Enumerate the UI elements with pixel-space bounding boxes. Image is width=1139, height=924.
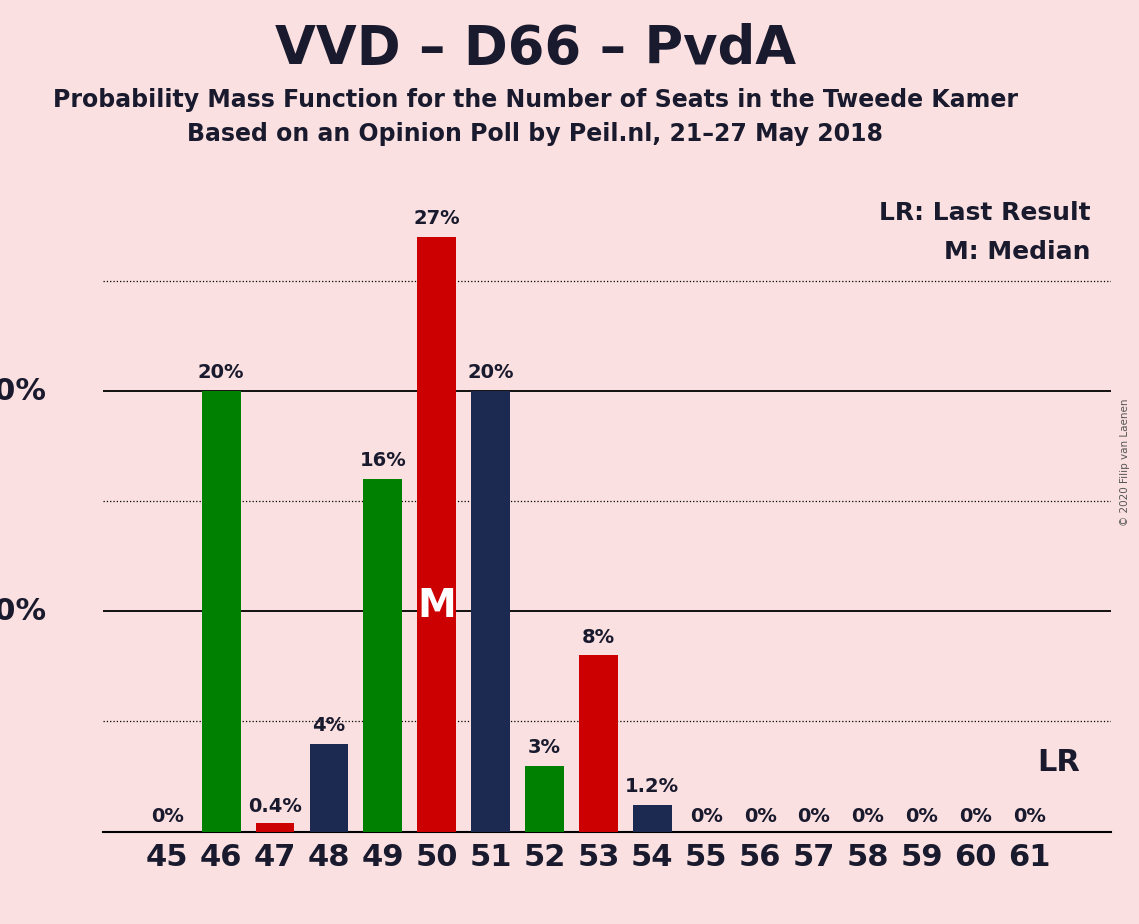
Bar xyxy=(472,391,510,832)
Bar xyxy=(579,655,617,832)
Text: 0.4%: 0.4% xyxy=(248,797,302,816)
Text: 3%: 3% xyxy=(528,737,562,757)
Text: 0%: 0% xyxy=(906,807,939,826)
Text: 20%: 20% xyxy=(0,377,47,406)
Text: M: M xyxy=(417,587,456,625)
Text: M: Median: M: Median xyxy=(944,240,1090,264)
Bar xyxy=(310,744,349,832)
Bar xyxy=(255,822,294,832)
Text: 0%: 0% xyxy=(959,807,992,826)
Text: © 2020 Filip van Laenen: © 2020 Filip van Laenen xyxy=(1121,398,1130,526)
Text: 1.2%: 1.2% xyxy=(625,777,679,796)
Bar xyxy=(202,391,240,832)
Text: 0%: 0% xyxy=(852,807,884,826)
Text: 16%: 16% xyxy=(360,452,407,470)
Text: 27%: 27% xyxy=(413,209,460,228)
Text: 20%: 20% xyxy=(467,363,514,383)
Text: 4%: 4% xyxy=(312,716,345,735)
Text: LR: LR xyxy=(1038,748,1080,777)
Text: 0%: 0% xyxy=(150,807,183,826)
Text: Based on an Opinion Poll by Peil.nl, 21–27 May 2018: Based on an Opinion Poll by Peil.nl, 21–… xyxy=(187,122,884,146)
Bar xyxy=(417,237,456,832)
Text: 0%: 0% xyxy=(797,807,830,826)
Text: 20%: 20% xyxy=(198,363,245,383)
Text: 0%: 0% xyxy=(744,807,777,826)
Bar xyxy=(363,480,402,832)
Text: 8%: 8% xyxy=(582,627,615,647)
Bar xyxy=(525,765,564,832)
Bar xyxy=(633,805,672,832)
Text: Probability Mass Function for the Number of Seats in the Tweede Kamer: Probability Mass Function for the Number… xyxy=(52,88,1018,112)
Text: VVD – D66 – PvdA: VVD – D66 – PvdA xyxy=(274,23,796,75)
Text: 0%: 0% xyxy=(690,807,722,826)
Text: LR: Last Result: LR: Last Result xyxy=(879,201,1090,225)
Text: 10%: 10% xyxy=(0,597,47,626)
Text: 0%: 0% xyxy=(1014,807,1046,826)
